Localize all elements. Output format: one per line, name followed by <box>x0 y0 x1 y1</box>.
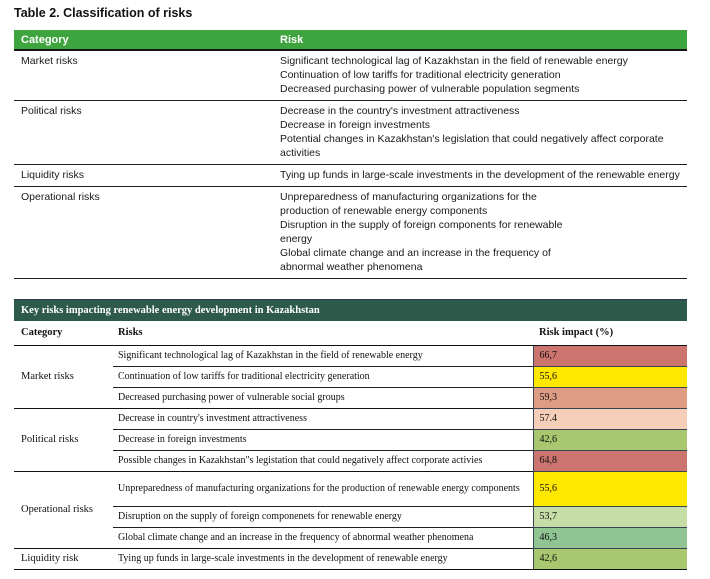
impact-cell: 59,3 <box>532 386 687 409</box>
table-row: Decrease in foreign investments 42,6 <box>14 428 687 451</box>
table-row: Global climate change and an increase in… <box>14 526 687 549</box>
risk-cell: Unpreparedness of manufacturing organiza… <box>113 470 533 506</box>
column-header-risk-impact: Risk impact (%) <box>533 320 687 346</box>
risk-text: Decrease in the country's investment att… <box>280 105 520 117</box>
table-row: Decreased purchasing power of vulnerable… <box>14 386 687 409</box>
category-label: Liquidity risks <box>21 169 85 181</box>
risk-text: Decreased purchasing power of vulnerable… <box>280 83 580 95</box>
classification-table: Category Risk Market risks Significant t… <box>14 30 687 279</box>
category-label: Political risks <box>21 105 82 117</box>
impact-cell: 42,6 <box>532 547 687 570</box>
column-header-category: Category <box>21 33 69 46</box>
category-cell: Political risks <box>14 407 113 471</box>
risk-cell: Decrease in foreign investments <box>113 428 533 450</box>
risk-text: Tying up funds in large-scale investment… <box>280 169 680 181</box>
table-row: Market risks Significant technological l… <box>14 344 687 408</box>
table-row: Liquidity risk Tying up funds in large-s… <box>14 547 687 570</box>
table-row-political-risks: Political risks Decrease in the country'… <box>14 101 687 165</box>
risk-text: Decrease in foreign investments <box>280 119 430 131</box>
classification-table-header: Category Risk <box>14 30 687 51</box>
key-risks-table: Key risks impacting renewable energy dev… <box>14 299 687 570</box>
category-cell: Liquidity risk <box>14 547 113 570</box>
category-cell: Operational risks <box>14 470 113 548</box>
table-row: Possible changes in Kazakhstan"s legista… <box>14 449 687 472</box>
category-cell: Market risks <box>14 344 113 408</box>
impact-cell: 46,3 <box>532 526 687 549</box>
risk-text: Significant technological lag of Kazakhs… <box>280 55 628 67</box>
risk-text: Global climate change and an increase in… <box>280 247 551 273</box>
category-label: Market risks <box>21 55 78 67</box>
table-row-operational-risks: Operational risks Unpreparedness of manu… <box>14 187 687 279</box>
impact-cell: 64,8 <box>532 449 687 472</box>
key-risks-column-headers: Category Risks Risk impact (%) <box>14 320 687 346</box>
page-title: Table 2. Classification of risks <box>14 6 193 20</box>
impact-cell: 55,6 <box>532 365 687 388</box>
category-label: Operational risks <box>21 191 100 203</box>
risk-cell: Tying up funds in large-scale investment… <box>113 547 533 570</box>
column-header-risk: Risk <box>280 33 304 46</box>
column-header-risks: Risks <box>113 320 533 346</box>
column-header-category: Category <box>14 320 113 346</box>
table-row: Continuation of low tariffs for traditio… <box>14 365 687 388</box>
risk-text: Disruption in the supply of foreign comp… <box>280 219 563 245</box>
table-row: Disruption on the supply of foreign comp… <box>14 505 687 528</box>
risk-text: Unpreparedness of manufacturing organiza… <box>280 191 537 217</box>
risk-cell: Possible changes in Kazakhstan"s legista… <box>113 449 533 471</box>
key-risks-grid: Category Risks Risk impact (%) Market ri… <box>14 320 687 570</box>
key-risks-banner: Key risks impacting renewable energy dev… <box>14 299 687 321</box>
risk-cell: Disruption on the supply of foreign comp… <box>113 505 533 527</box>
table-row-market-risks: Market risks Significant technological l… <box>14 51 687 101</box>
risk-text: Potential changes in Kazakhstan's legisl… <box>280 133 664 159</box>
table-row: Political risks Decrease in country's in… <box>14 407 687 471</box>
risk-cell: Continuation of low tariffs for traditio… <box>113 365 533 387</box>
risk-cell: Global climate change and an increase in… <box>113 526 533 548</box>
impact-cell: 42,6 <box>532 428 687 451</box>
risk-cell: Significant technological lag of Kazakhs… <box>113 344 533 366</box>
risk-cell: Decreased purchasing power of vulnerable… <box>113 386 533 408</box>
risk-cell: Decrease in country's investment attract… <box>113 407 533 429</box>
impact-cell: 53,7 <box>532 505 687 528</box>
impact-cell: 57.4 <box>532 407 687 430</box>
risk-text: Continuation of low tariffs for traditio… <box>280 69 561 81</box>
table-row: Operational risks Unpreparedness of manu… <box>14 470 687 548</box>
impact-cell: 55,6 <box>532 470 687 507</box>
table-row-liquidity-risks: Liquidity risks Tying up funds in large-… <box>14 165 687 187</box>
impact-cell: 66,7 <box>532 344 687 367</box>
